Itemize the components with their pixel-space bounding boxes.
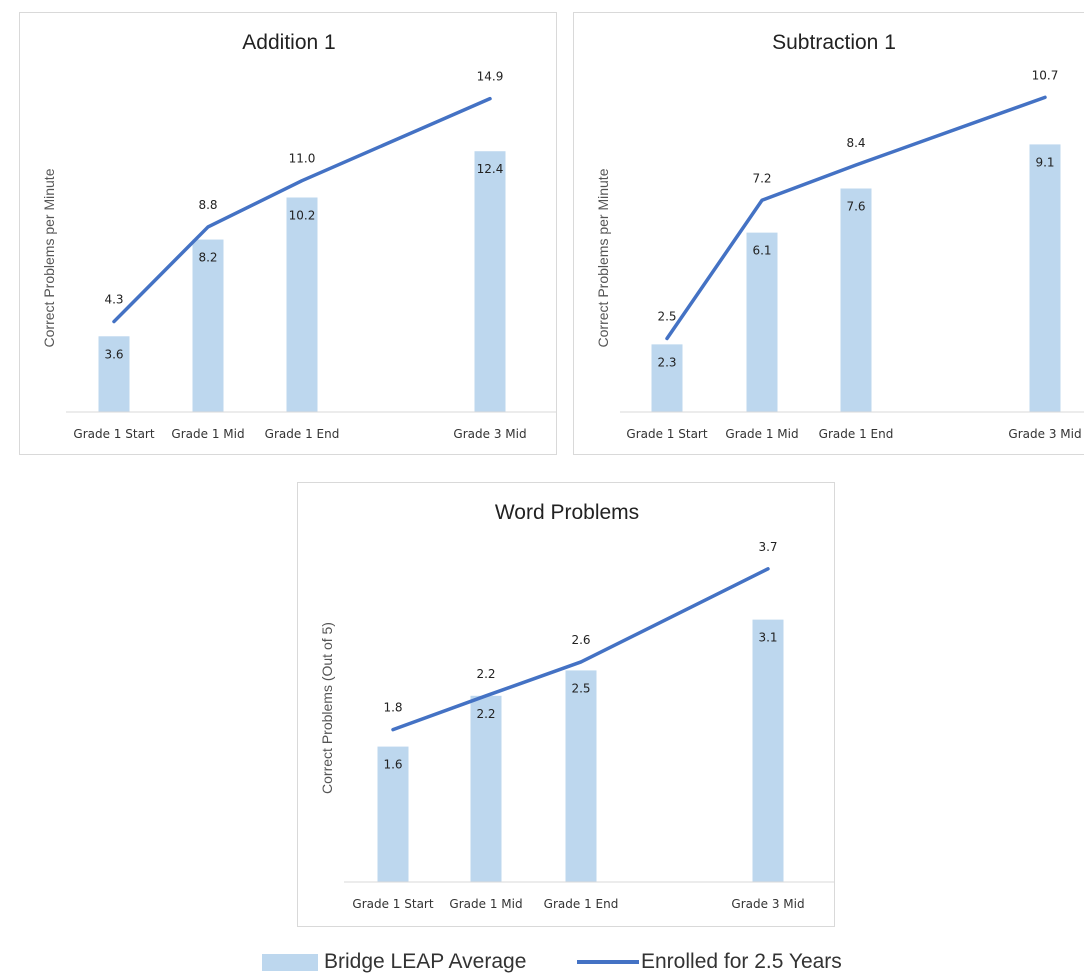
chart-legend: Bridge LEAP Average Enrolled for 2.5 Yea… xyxy=(0,946,1084,976)
bar-data-label: 10.2 xyxy=(289,208,316,222)
x-tick-label: Grade 3 Mid xyxy=(453,427,526,441)
bar-data-label: 2.5 xyxy=(571,681,590,695)
bar xyxy=(746,232,778,412)
bar xyxy=(1029,144,1061,412)
line-data-label: 4.3 xyxy=(104,293,123,307)
line-data-label: 2.2 xyxy=(476,667,495,681)
bar-data-label: 3.6 xyxy=(104,347,123,361)
bar xyxy=(286,197,318,412)
bar xyxy=(192,239,224,412)
addition-chart-panel: Addition 1 Correct Problems per Minute 3.6… xyxy=(19,12,557,455)
bar-data-label: 2.2 xyxy=(476,707,495,721)
bar xyxy=(565,670,597,882)
line-data-label: 11.0 xyxy=(289,152,316,166)
word-problems-chart-panel: Word Problems Correct Problems (Out of 5)… xyxy=(297,482,835,927)
bar-data-label: 7.6 xyxy=(846,200,865,214)
bar-data-label: 8.2 xyxy=(198,251,217,265)
x-tick-label: Grade 1 End xyxy=(819,427,894,441)
line-data-label: 8.4 xyxy=(846,136,865,150)
x-tick-label: Grade 1 Start xyxy=(626,427,707,441)
line-series xyxy=(112,96,492,324)
line-data-label: 8.8 xyxy=(198,198,217,212)
chart-title: Addition 1 xyxy=(242,31,335,54)
line-data-label: 1.8 xyxy=(383,701,402,715)
x-tick-label: Grade 1 Start xyxy=(73,427,154,441)
legend-item-bar: Bridge LEAP Average xyxy=(262,950,526,974)
y-axis-label: Correct Problems per Minute xyxy=(41,168,57,347)
bar xyxy=(651,344,683,412)
bar xyxy=(752,619,784,882)
x-tick-label: Grade 1 End xyxy=(544,897,619,911)
chart-svg: Word Problems Correct Problems (Out of 5)… xyxy=(319,501,834,911)
x-tick-label: Grade 1 End xyxy=(265,427,340,441)
bar xyxy=(474,151,506,412)
x-tick-label: Grade 1 Mid xyxy=(171,427,244,441)
legend-bar-swatch xyxy=(262,953,318,971)
x-tick-label: Grade 3 Mid xyxy=(731,897,804,911)
x-tick-label: Grade 1 Start xyxy=(352,897,433,911)
bar-data-label: 2.3 xyxy=(657,355,676,369)
bar-data-label: 12.4 xyxy=(477,162,504,176)
bar xyxy=(840,188,872,412)
bar xyxy=(98,336,130,412)
bar-data-label: 3.1 xyxy=(758,631,777,645)
chart-svg: Addition 1 Correct Problems per Minute 3.6… xyxy=(41,31,556,441)
bar xyxy=(377,746,409,882)
bar-data-label: 1.6 xyxy=(383,758,402,772)
y-axis-label: Correct Problems (Out of 5) xyxy=(319,622,335,794)
x-tick-label: Grade 3 Mid xyxy=(1008,427,1081,441)
legend-line-swatch xyxy=(577,960,639,964)
line-data-label: 3.7 xyxy=(758,540,777,554)
line-data-label: 2.5 xyxy=(657,309,676,323)
legend-bar-label: Bridge LEAP Average xyxy=(324,950,527,973)
y-axis-label: Correct Problems per Minute xyxy=(595,168,611,347)
line-data-label: 7.2 xyxy=(752,171,771,185)
line-series xyxy=(391,567,770,732)
line-data-label: 2.6 xyxy=(571,633,590,647)
legend-line-label: Enrolled for 2.5 Years xyxy=(641,950,842,973)
line-data-label: 14.9 xyxy=(477,70,504,84)
bar xyxy=(470,695,502,882)
chart-svg: Subtraction 1 Correct Problems per Minute… xyxy=(595,31,1084,441)
line-series xyxy=(665,95,1047,341)
x-tick-label: Grade 1 Mid xyxy=(449,897,522,911)
line-data-label: 10.7 xyxy=(1032,68,1059,82)
bar-data-label: 6.1 xyxy=(752,244,771,258)
legend-item-line: Enrolled for 2.5 Years xyxy=(577,950,842,974)
x-tick-label: Grade 1 Mid xyxy=(725,427,798,441)
subtraction-chart-panel: Subtraction 1 Correct Problems per Minute… xyxy=(573,12,1084,455)
bar-data-label: 9.1 xyxy=(1035,155,1054,169)
chart-title: Word Problems xyxy=(495,501,639,524)
chart-title: Subtraction 1 xyxy=(772,31,896,54)
